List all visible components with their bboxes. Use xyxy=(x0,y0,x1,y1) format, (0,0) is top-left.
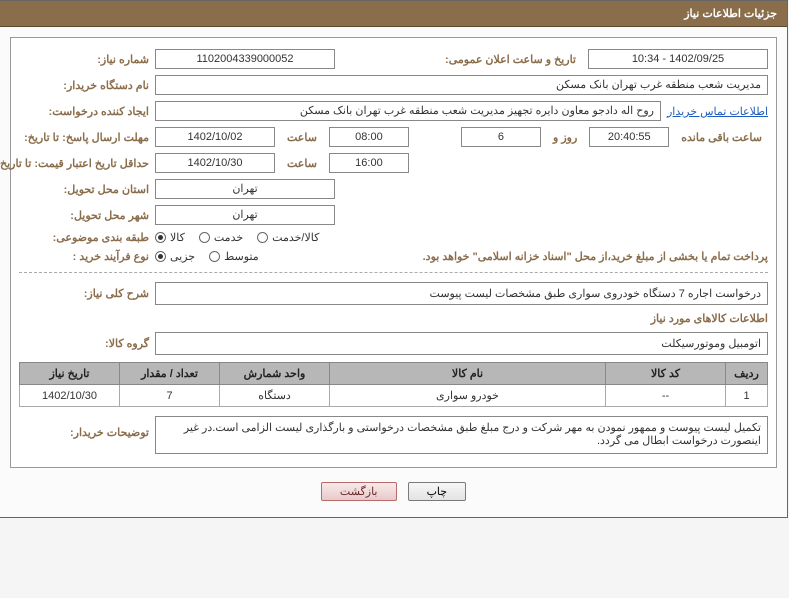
table-row: 1 -- خودرو سواری دستگاه 7 1402/10/30 xyxy=(21,385,769,407)
radio-dot-icon xyxy=(156,232,167,243)
radio-dot-icon xyxy=(258,232,269,243)
requester-label: ایجاد کننده درخواست: xyxy=(20,105,150,118)
goods-group-value: اتومبیل وموتورسیکلت xyxy=(156,332,769,355)
buyer-notes-text: تکمیل لیست پیوست و ممهور نمودن به مهر شر… xyxy=(156,416,769,454)
goods-group-label: گروه کالا: xyxy=(20,337,150,350)
cell-idx: 1 xyxy=(727,385,769,407)
cell-unit: دستگاه xyxy=(221,385,331,407)
radio-small[interactable]: جزیی xyxy=(156,250,196,263)
deadline-date: 1402/10/02 xyxy=(156,127,276,147)
desc-text: درخواست اجاره 7 دستگاه خودروی سواری طبق … xyxy=(156,282,769,305)
col-qty: تعداد / مقدار xyxy=(121,363,221,385)
time-label-1: ساعت xyxy=(282,131,324,144)
radio-service-label: خدمت xyxy=(215,231,244,244)
days-word: روز و xyxy=(548,131,584,144)
category-radio-group: کالا خدمت کالا/خدمت xyxy=(156,231,320,244)
cell-code: -- xyxy=(607,385,727,407)
cell-qty: 7 xyxy=(121,385,221,407)
radio-dot-icon xyxy=(200,232,211,243)
validity-date: 1402/10/30 xyxy=(156,153,276,173)
announce-value: 1402/09/25 - 10:34 xyxy=(589,49,769,69)
buyer-org-value: مدیریت شعب منطقه غرب تهران بانک مسکن xyxy=(156,75,769,95)
province-label: استان محل تحویل: xyxy=(20,183,150,196)
buyer-org-label: نام دستگاه خریدار: xyxy=(20,79,150,92)
radio-goods-service[interactable]: کالا/خدمت xyxy=(258,231,320,244)
radio-goods[interactable]: کالا xyxy=(156,231,186,244)
validity-time: 16:00 xyxy=(330,153,410,173)
time-label-2: ساعت xyxy=(282,157,324,170)
radio-goods-service-label: کالا/خدمت xyxy=(273,231,320,244)
radio-dot-icon xyxy=(210,251,221,262)
radio-service[interactable]: خدمت xyxy=(200,231,244,244)
col-date: تاریخ نیاز xyxy=(21,363,121,385)
radio-small-label: جزیی xyxy=(171,250,196,263)
category-label: طبقه بندی موضوعی: xyxy=(20,231,150,244)
cell-name: خودرو سواری xyxy=(331,385,607,407)
payment-note: پرداخت تمام یا بخشی از مبلغ خرید،از محل … xyxy=(424,250,769,263)
city-value: تهران xyxy=(156,205,336,225)
process-label: نوع فرآیند خرید : xyxy=(20,250,150,263)
goods-table: ردیف کد کالا نام کالا واحد شمارش تعداد /… xyxy=(20,362,769,407)
footer-actions: چاپ بازگشت xyxy=(11,474,778,507)
validity-label: حداقل تاریخ اعتبار قیمت: تا تاریخ: xyxy=(20,157,150,170)
col-unit: واحد شمارش xyxy=(221,363,331,385)
province-value: تهران xyxy=(156,179,336,199)
back-button[interactable]: بازگشت xyxy=(322,482,398,501)
deadline-label: مهلت ارسال پاسخ: تا تاریخ: xyxy=(20,131,150,144)
city-label: شهر محل تحویل: xyxy=(20,209,150,222)
col-code: کد کالا xyxy=(607,363,727,385)
process-radio-group: جزیی متوسط xyxy=(156,250,260,263)
remaining-suffix: ساعت باقی مانده xyxy=(676,131,769,144)
need-no-value: 1102004339000052 xyxy=(156,49,336,69)
radio-medium[interactable]: متوسط xyxy=(210,250,260,263)
divider xyxy=(20,272,769,273)
deadline-time: 08:00 xyxy=(330,127,410,147)
panel-title: جزئیات اطلاعات نیاز xyxy=(1,1,788,27)
print-button[interactable]: چاپ xyxy=(409,482,468,501)
radio-dot-icon xyxy=(156,251,167,262)
cell-date: 1402/10/30 xyxy=(21,385,121,407)
goods-info-title: اطلاعات کالاهای مورد نیاز xyxy=(20,308,769,329)
time-remaining: 20:40:55 xyxy=(590,127,670,147)
radio-goods-label: کالا xyxy=(171,231,186,244)
desc-label: شرح کلی نیاز: xyxy=(20,287,150,300)
days-remaining: 6 xyxy=(462,127,542,147)
announce-label: تاریخ و ساعت اعلان عمومی: xyxy=(440,53,583,66)
need-no-label: شماره نیاز: xyxy=(20,53,150,66)
radio-medium-label: متوسط xyxy=(225,250,260,263)
details-panel: شماره نیاز: 1102004339000052 تاریخ و ساع… xyxy=(11,37,778,468)
contact-buyer-link[interactable]: اطلاعات تماس خریدار xyxy=(668,105,769,118)
requester-value: روح اله دادجو معاون دایره تجهیز مدیریت ش… xyxy=(156,101,662,121)
col-idx: ردیف xyxy=(727,363,769,385)
buyer-notes-label: توضیحات خریدار: xyxy=(20,416,150,439)
col-name: نام کالا xyxy=(331,363,607,385)
